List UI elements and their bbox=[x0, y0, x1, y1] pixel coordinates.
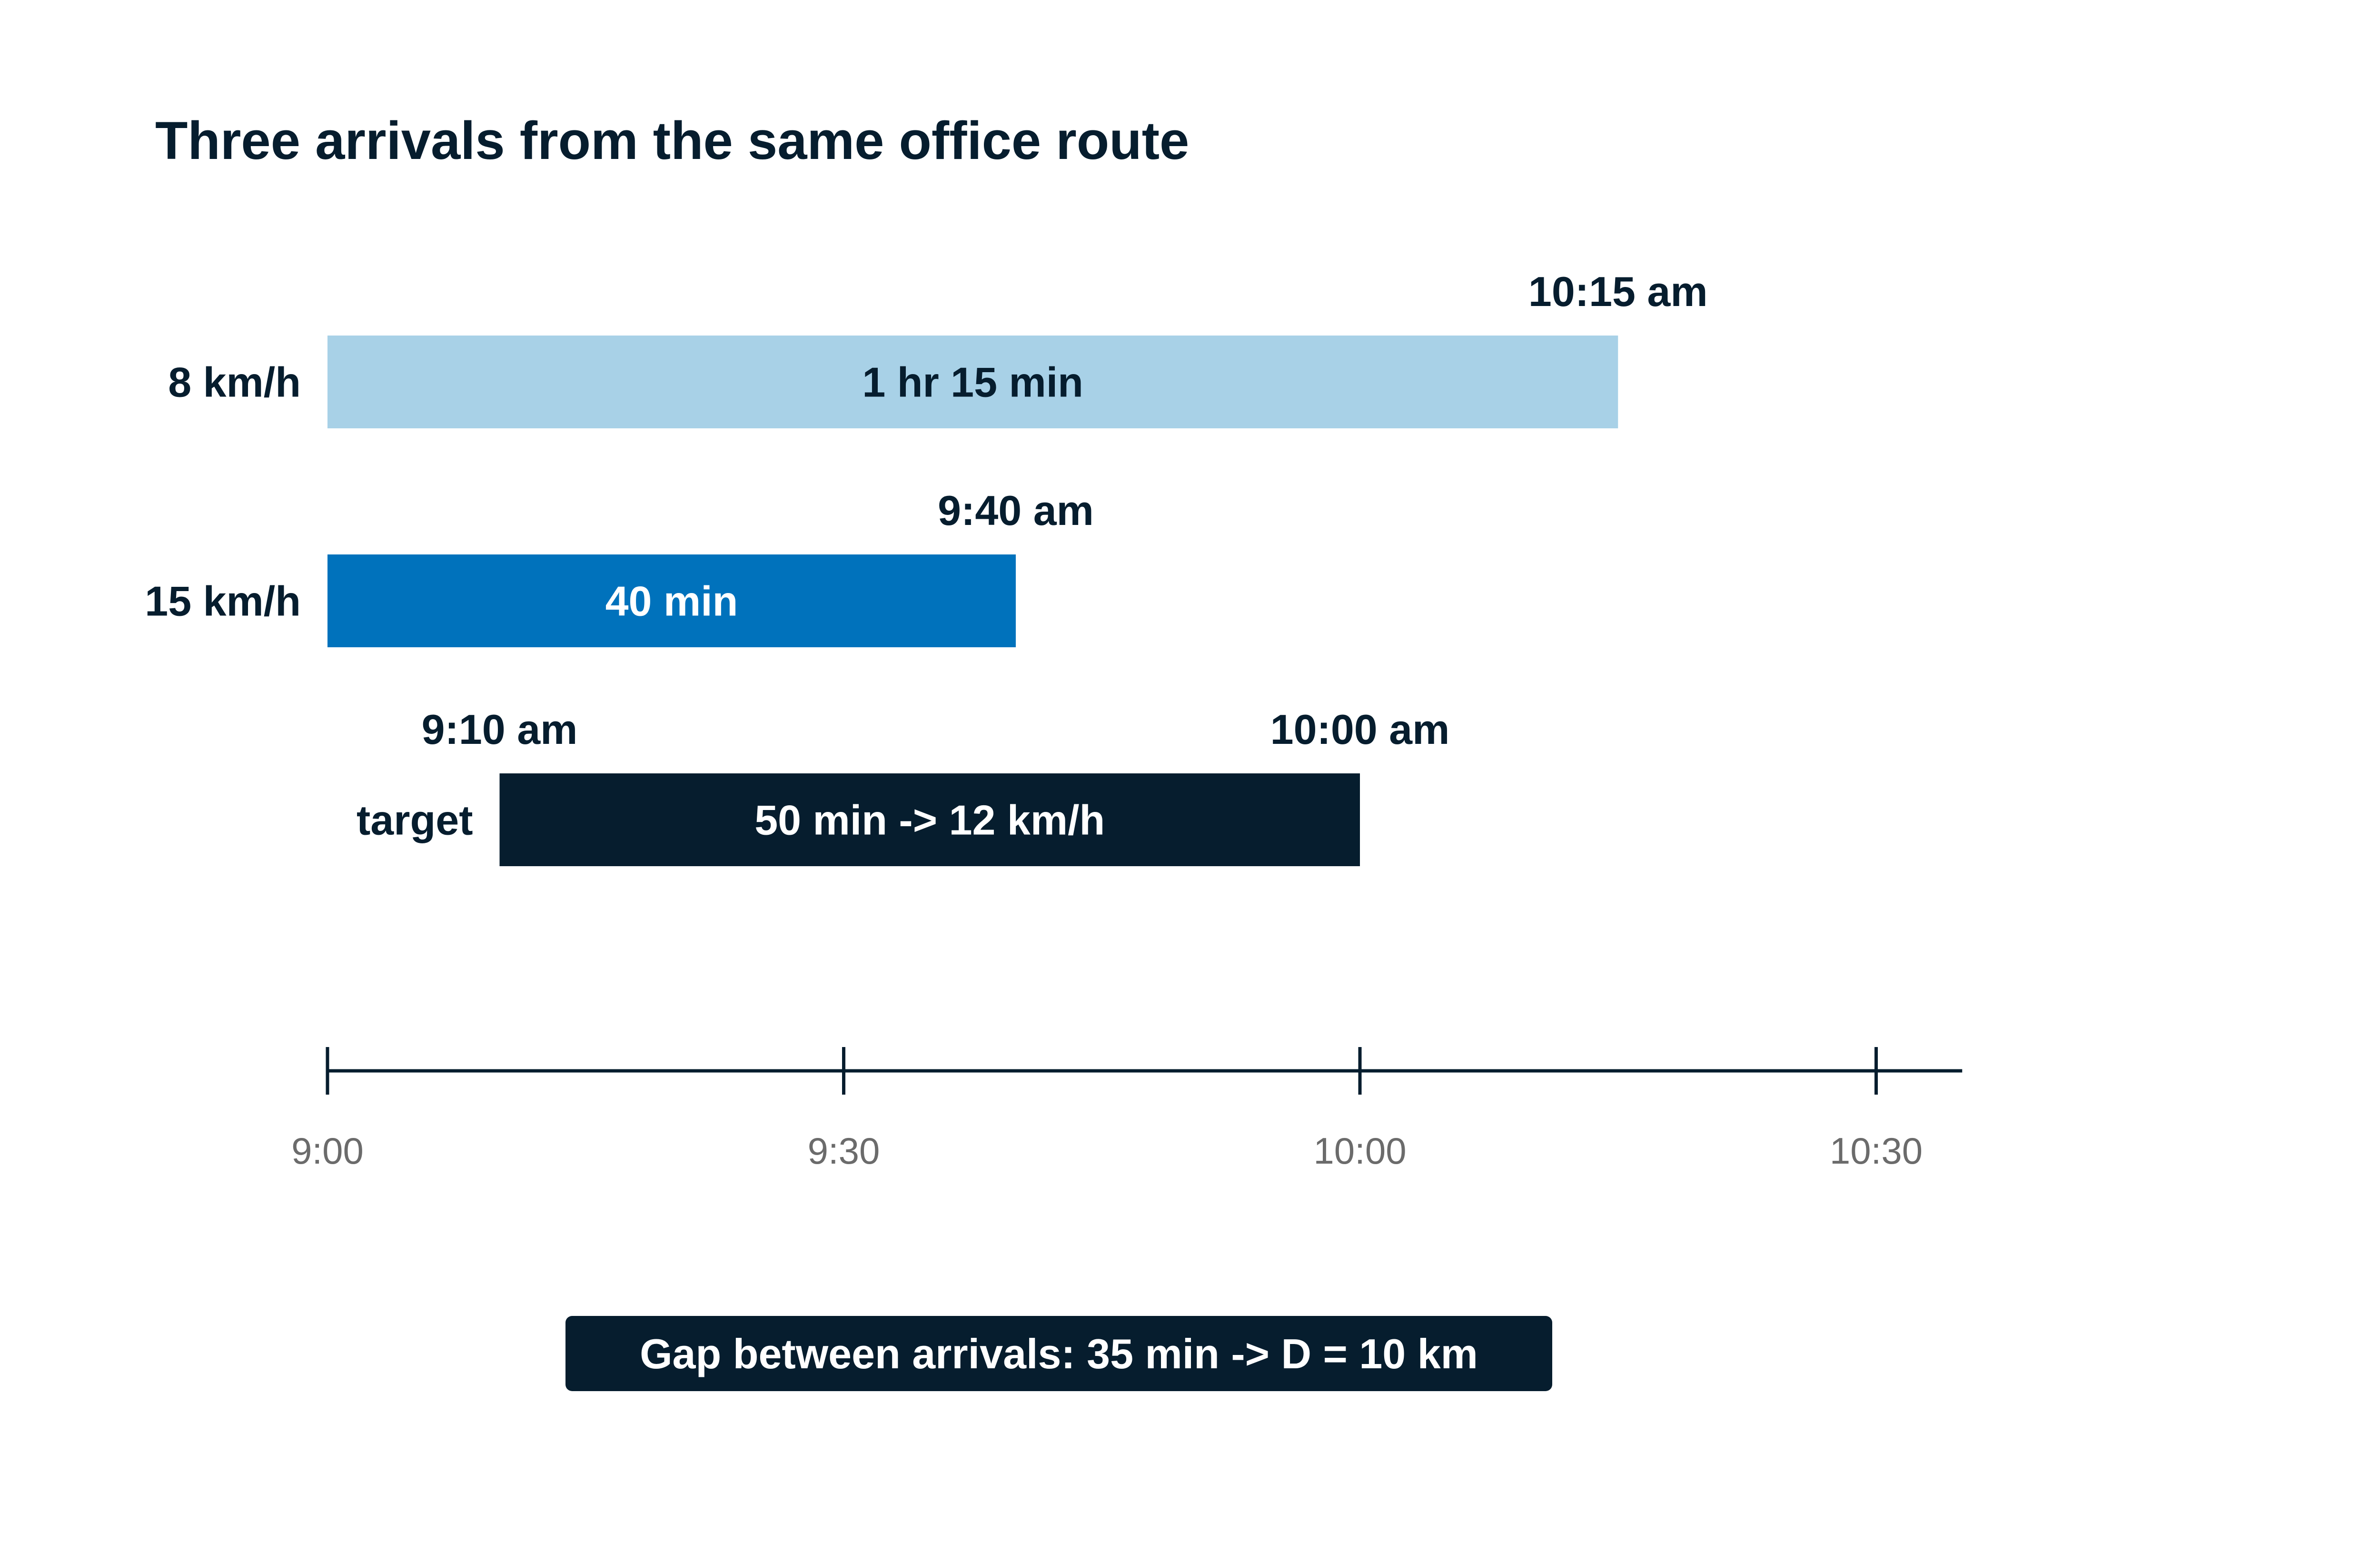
bar-target bbox=[499, 773, 1360, 866]
bar-duration-label: 50 min -> 12 km/h bbox=[754, 796, 1105, 843]
annotation-text: Gap between arrivals: 35 min -> D = 10 k… bbox=[640, 1330, 1478, 1377]
tick-label: 9:00 bbox=[291, 1130, 364, 1172]
x-axis: 9:00 9:30 10:00 10:30 bbox=[291, 1047, 1963, 1172]
departure-time-label: 9:10 am bbox=[422, 706, 578, 753]
tick-label: 10:00 bbox=[1313, 1130, 1406, 1172]
bars-layer: 8 km/h 1 hr 15 min 10:15 am 15 km/h 40 min 9:… bbox=[145, 268, 1708, 866]
arrival-time-label: 10:00 am bbox=[1270, 706, 1450, 753]
category-label: 8 km/h bbox=[168, 358, 301, 405]
bar-8-km-h bbox=[327, 336, 1618, 428]
bar-duration-label: 40 min bbox=[605, 577, 738, 624]
arrival-time-label: 9:40 am bbox=[938, 487, 1094, 534]
chart-title: Three arrivals from the same office rout… bbox=[155, 111, 1189, 170]
category-label: 15 km/h bbox=[145, 577, 301, 624]
tick-label: 9:30 bbox=[808, 1130, 880, 1172]
annotation-box bbox=[565, 1316, 1552, 1391]
arrival-time-label: 10:15 am bbox=[1528, 268, 1708, 315]
category-label: target bbox=[357, 796, 473, 843]
tick-label: 10:30 bbox=[1830, 1130, 1923, 1172]
bar-15-km-h bbox=[327, 554, 1016, 647]
bar-duration-label: 1 hr 15 min bbox=[862, 358, 1083, 405]
annotation: Gap between arrivals: 35 min -> D = 10 k… bbox=[565, 1316, 1552, 1391]
